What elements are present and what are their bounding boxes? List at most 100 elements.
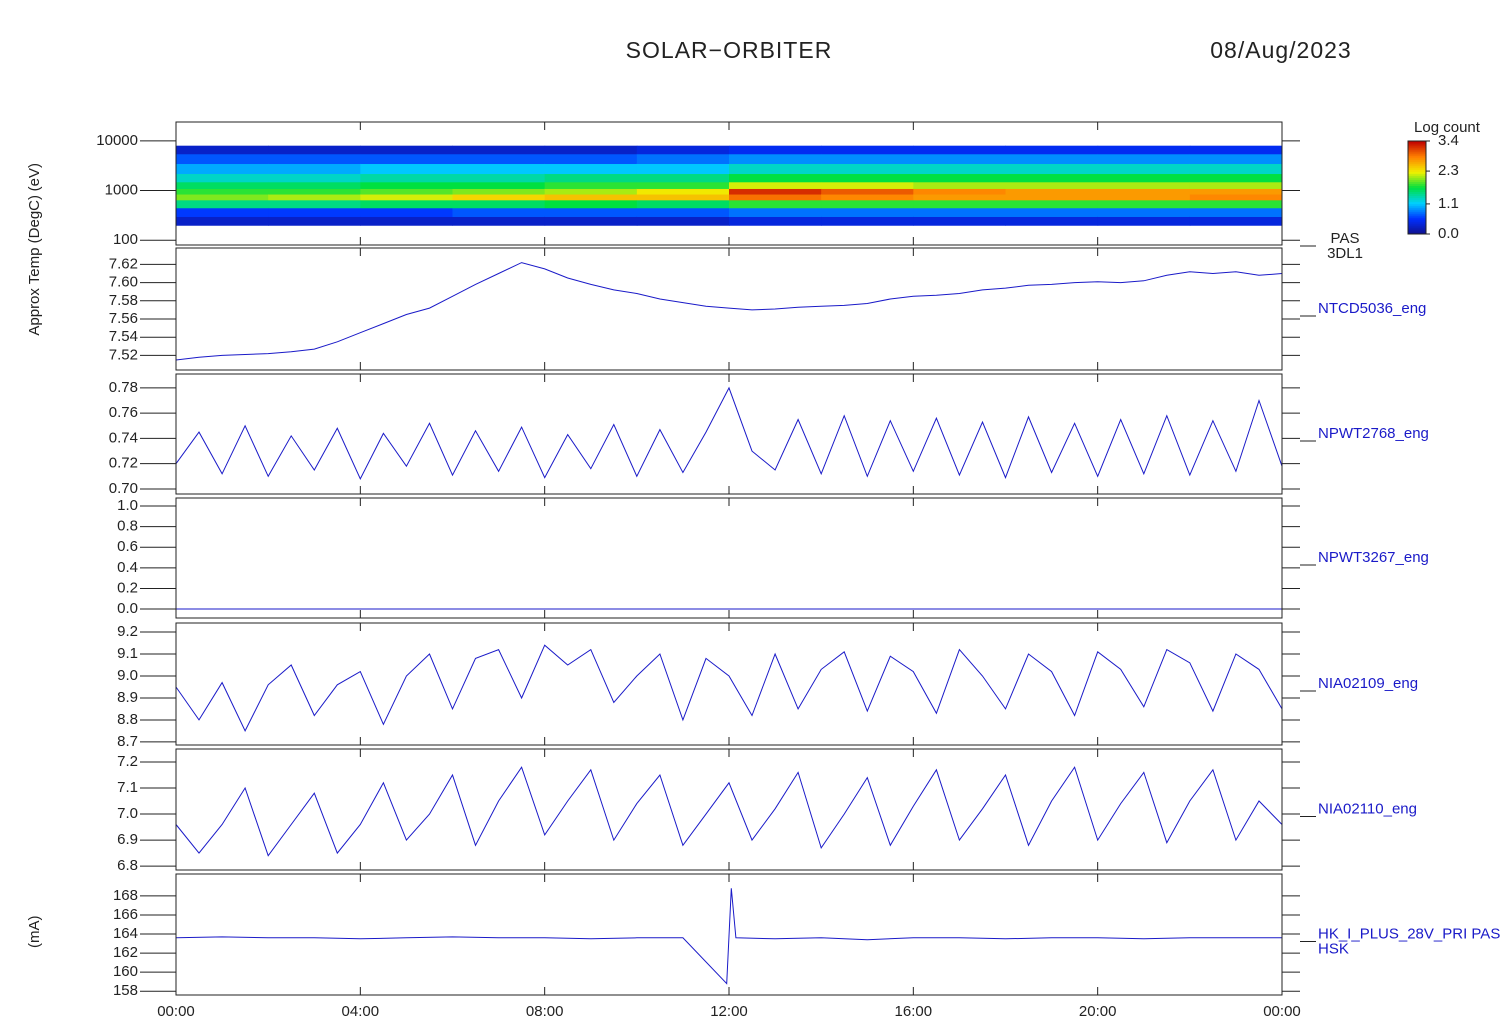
panel-label: HK_I_PLUS_28V_PRI PAS: [1318, 925, 1500, 942]
x-tick-label: 16:00: [895, 1003, 933, 1020]
heatmap-cell: [544, 188, 638, 195]
heatmap-cell: [1005, 163, 1099, 175]
y-tick-label: 7.0: [117, 805, 138, 822]
colorbar-cell: [1408, 205, 1426, 209]
panel-frame: [175, 373, 1283, 495]
y-tick-label: 0.2: [117, 579, 138, 596]
y-tick-label: 0.8: [117, 518, 138, 535]
y-tick-label: 7.58: [109, 292, 138, 309]
colorbar-cell: [1408, 191, 1426, 195]
colorbar-cell: [1408, 157, 1426, 160]
colorbar-cell: [1408, 163, 1426, 166]
colorbar-cell: [1408, 179, 1426, 182]
panel-frame: [175, 748, 1283, 871]
panel-frame: [175, 497, 1283, 619]
y-tick-label: 7.56: [109, 310, 138, 327]
heatmap-cell: [452, 181, 546, 189]
colorbar-cell: [1408, 183, 1426, 186]
x-tick-label: 00:00: [157, 1003, 195, 1020]
heatmap-cell: [176, 173, 269, 183]
heatmap-cell: [360, 181, 453, 189]
panel-label: NPWT2768_eng: [1318, 425, 1429, 442]
heatmap-cell: [544, 216, 638, 226]
y-tick-label: 160: [113, 963, 138, 980]
heatmap-cell: [452, 216, 546, 226]
heatmap-cell: [176, 145, 269, 155]
heatmap-cell: [729, 207, 822, 217]
colorbar-cell: [1408, 169, 1426, 172]
y-tick-label: 7.52: [109, 346, 138, 363]
heatmap-cell: [176, 199, 269, 209]
heatmap-cell: [729, 145, 822, 155]
colorbar-cell: [1408, 215, 1426, 219]
heatmap-cell: [636, 216, 730, 226]
x-tick-label: 00:00: [1263, 1003, 1301, 1020]
y-tick-label: 0.6: [117, 538, 138, 555]
y-tick-label: 0.70: [109, 480, 138, 497]
heatmap-cell: [913, 173, 1006, 183]
colorbar-cell: [1408, 151, 1426, 154]
panel-label: NPWT3267_eng: [1318, 549, 1429, 566]
colorbar-cell: [1408, 141, 1426, 144]
heatmap-cell: [1189, 188, 1283, 195]
heatmap-cell: [729, 199, 822, 209]
colorbar-cell: [1408, 173, 1426, 176]
y-tick-label: 7.54: [109, 328, 138, 345]
heatmap-cell: [452, 163, 546, 175]
heatmap-cell: [636, 194, 730, 201]
data-line: [175, 644, 1283, 733]
chart-title: SOLAR−ORBITER: [626, 37, 833, 63]
heatmap-cell: [268, 181, 361, 189]
heatmap-cell: [544, 145, 638, 155]
colorbar-cell: [1408, 211, 1426, 215]
colorbar-cell: [1408, 203, 1426, 207]
colorbar-cell: [1408, 171, 1426, 174]
heatmap-cell: [913, 181, 1006, 189]
colorbar-cell: [1408, 149, 1426, 152]
heatmap-cell: [360, 163, 453, 175]
heatmap-cell: [821, 181, 914, 189]
heatmap-cell: [360, 194, 453, 201]
heatmap-cell: [729, 173, 822, 183]
colorbar-cell: [1408, 199, 1426, 203]
heatmap-cell: [268, 194, 361, 201]
heatmap-cell: [544, 181, 638, 189]
colorbar-cell: [1408, 193, 1426, 197]
heatmap-cell: [544, 207, 638, 217]
heatmap-cell: [821, 194, 914, 201]
colorbar-cell: [1408, 177, 1426, 180]
colorbar-cell: [1408, 201, 1426, 205]
y-tick-label: 158: [113, 982, 138, 999]
y-tick-label: 0.72: [109, 455, 138, 472]
colorbar-cell: [1408, 167, 1426, 170]
heatmap-cell: [913, 145, 1006, 155]
data-line: [175, 386, 1283, 480]
colorbar-cell: [1408, 161, 1426, 164]
heatmap-cell: [1097, 145, 1191, 155]
heatmap-cell: [1189, 199, 1283, 209]
x-tick-label: 04:00: [342, 1003, 380, 1020]
y-tick-label: 168: [113, 887, 138, 904]
heatmap-cell: [636, 163, 730, 175]
y-tick-label: 8.7: [117, 733, 138, 750]
heatmap-cell: [636, 199, 730, 209]
heatmap-cell: [729, 153, 822, 165]
panel-label: NTCD5036_eng: [1318, 300, 1426, 317]
heatmap-cell: [913, 207, 1006, 217]
heatmap-cell: [1189, 145, 1283, 155]
heatmap-cell: [636, 188, 730, 195]
colorbar-cell: [1408, 189, 1426, 193]
heatmap-cell: [452, 199, 546, 209]
heatmap-cell: [452, 194, 546, 201]
data-line: [175, 888, 1282, 985]
heatmap-cell: [268, 163, 361, 175]
data-line: [175, 766, 1283, 857]
heatmap-cell: [1005, 173, 1099, 183]
heatmap-cell: [821, 207, 914, 217]
heatmap-cell: [1189, 181, 1283, 189]
colorbar-cell: [1408, 143, 1426, 146]
x-tick-label: 08:00: [526, 1003, 564, 1020]
heatmap-cell: [360, 199, 453, 209]
heatmap-cell: [1097, 188, 1191, 195]
y-tick-label: 7.1: [117, 779, 138, 796]
